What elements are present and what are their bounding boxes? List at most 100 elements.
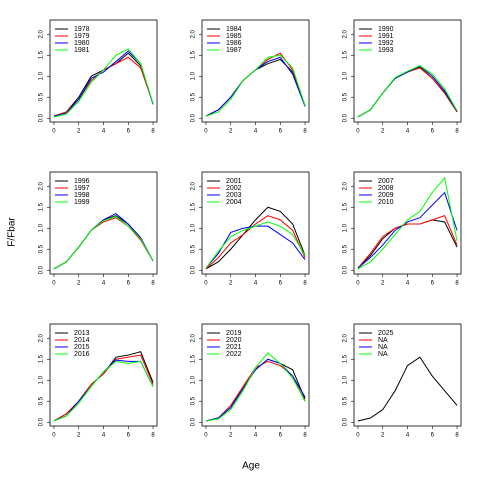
y-tick-label: 0.5: [191, 244, 197, 253]
legend-label: 1981: [74, 47, 90, 54]
x-tick-label: 2: [381, 433, 385, 439]
x-tick-label: 6: [279, 433, 283, 439]
x-tick-label: 6: [431, 129, 435, 135]
legend-label: 2021: [226, 344, 242, 351]
legend-label: 2003: [226, 192, 242, 199]
x-tick-label: 2: [229, 281, 233, 287]
series-line: [205, 206, 306, 270]
y-tick-label: 1.5: [191, 202, 197, 211]
legend-label: 1985: [226, 33, 242, 40]
x-tick-label: 8: [151, 433, 155, 439]
y-tick-label: 2.0: [191, 181, 197, 190]
legend-label: 2001: [226, 178, 242, 185]
y-tick-label: 1.5: [39, 202, 45, 211]
legend-label: 2008: [378, 185, 394, 192]
y-tick-label: 1.5: [191, 354, 197, 363]
y-tick-label: 1.5: [343, 354, 349, 363]
x-tick-label: 0: [356, 433, 360, 439]
x-tick-label: 4: [102, 129, 106, 135]
series-line: [357, 215, 458, 269]
y-tick-label: 1.0: [39, 375, 45, 384]
series-line: [205, 358, 306, 422]
legend-label: 2007: [378, 178, 394, 185]
x-axis-label: Age: [242, 461, 260, 472]
y-tick-label: 0.0: [191, 417, 197, 426]
x-tick-label: 2: [77, 433, 81, 439]
x-tick-label: 6: [431, 281, 435, 287]
x-tick-label: 8: [455, 433, 459, 439]
y-axis-label: F/Fbar: [7, 217, 18, 247]
y-tick-label: 1.5: [343, 202, 349, 211]
x-tick-label: 0: [356, 281, 360, 287]
x-tick-label: 6: [431, 433, 435, 439]
x-tick-label: 2: [77, 281, 81, 287]
legend-label: 2002: [226, 185, 242, 192]
x-tick-label: 8: [151, 281, 155, 287]
y-tick-label: 1.0: [191, 223, 197, 232]
x-tick-label: 6: [279, 281, 283, 287]
y-tick-label: 1.0: [191, 71, 197, 80]
legend-label: 2020: [226, 337, 242, 344]
y-tick-label: 0.5: [343, 396, 349, 405]
y-tick-label: 0.0: [39, 265, 45, 274]
legend-label: 2013: [74, 330, 90, 337]
legend-label: 1991: [378, 33, 394, 40]
y-tick-label: 1.0: [343, 223, 349, 232]
legend-label: 2009: [378, 192, 394, 199]
legend-label: 2004: [226, 199, 242, 206]
legend-label: 1984: [226, 26, 242, 33]
legend-label: 2015: [74, 344, 90, 351]
series-line: [205, 352, 306, 422]
x-tick-label: 8: [303, 281, 307, 287]
y-tick-label: 2.0: [343, 29, 349, 38]
series-line: [53, 360, 154, 422]
x-tick-label: 0: [52, 281, 56, 287]
y-tick-label: 2.0: [343, 333, 349, 342]
y-tick-label: 1.0: [343, 71, 349, 80]
series-line: [53, 354, 154, 422]
legend-label: 1979: [74, 33, 90, 40]
y-tick-label: 0.5: [191, 92, 197, 101]
y-tick-label: 0.0: [343, 265, 349, 274]
x-tick-label: 4: [406, 129, 410, 135]
legend-label: 1978: [74, 26, 90, 33]
series-line: [53, 48, 154, 118]
legend-label: 1986: [226, 40, 242, 47]
series-line: [357, 176, 458, 270]
x-tick-label: 4: [254, 281, 258, 287]
legend-label: 2014: [74, 337, 90, 344]
legend-label: 1992: [378, 40, 394, 47]
y-tick-label: 0.5: [39, 92, 45, 101]
x-tick-label: 4: [102, 433, 106, 439]
legend-label: 1997: [74, 185, 90, 192]
x-tick-label: 4: [102, 281, 106, 287]
x-tick-label: 0: [204, 433, 208, 439]
y-tick-label: 2.0: [191, 333, 197, 342]
x-tick-label: 8: [455, 129, 459, 135]
y-tick-label: 1.5: [39, 50, 45, 59]
x-tick-label: 6: [279, 129, 283, 135]
x-tick-label: 4: [406, 433, 410, 439]
y-tick-label: 2.0: [39, 181, 45, 190]
legend-label: 1998: [74, 192, 90, 199]
series-line: [205, 54, 306, 117]
x-tick-label: 8: [303, 129, 307, 135]
legend-label: NA: [378, 351, 388, 358]
legend-label: 2019: [226, 330, 242, 337]
y-tick-label: 1.0: [191, 375, 197, 384]
legend-label: 1996: [74, 178, 90, 185]
y-tick-label: 1.0: [39, 71, 45, 80]
series-line: [357, 65, 458, 118]
y-tick-label: 0.5: [39, 244, 45, 253]
x-tick-label: 0: [52, 129, 56, 135]
legend-label: 2022: [226, 351, 242, 358]
legend-label: 2010: [378, 199, 394, 206]
series-line: [357, 356, 458, 422]
y-tick-label: 0.0: [191, 265, 197, 274]
x-tick-label: 2: [381, 129, 385, 135]
legend-label: 1990: [378, 26, 394, 33]
y-tick-label: 2.0: [39, 333, 45, 342]
y-tick-label: 2.0: [343, 181, 349, 190]
x-tick-label: 8: [455, 281, 459, 287]
x-tick-label: 6: [127, 281, 131, 287]
